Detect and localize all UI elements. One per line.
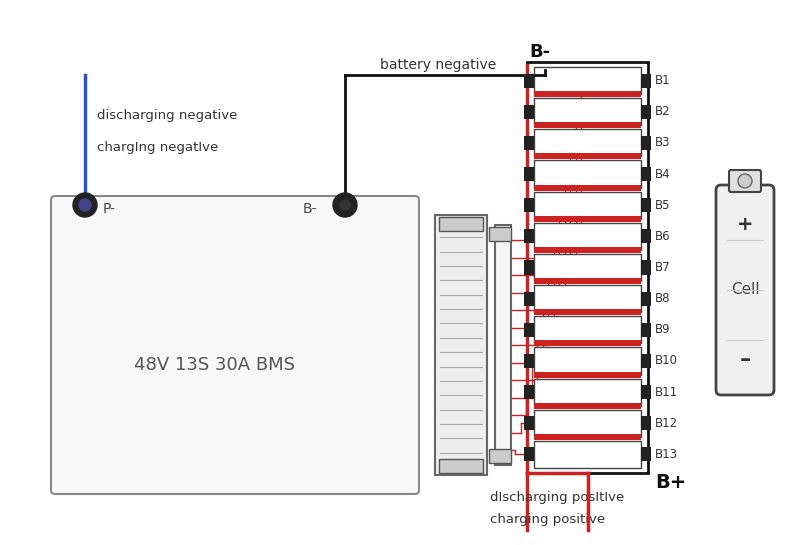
Bar bbox=[641, 385, 651, 399]
Bar bbox=[534, 403, 641, 409]
Bar bbox=[641, 229, 651, 244]
Text: discharging negative: discharging negative bbox=[97, 108, 238, 122]
Bar bbox=[534, 434, 641, 440]
Bar bbox=[439, 217, 483, 231]
Bar bbox=[641, 105, 651, 119]
Text: B-: B- bbox=[302, 202, 317, 216]
Text: B4: B4 bbox=[655, 167, 670, 180]
Bar bbox=[534, 341, 641, 347]
Bar bbox=[534, 216, 641, 222]
Bar bbox=[534, 278, 641, 284]
Bar bbox=[524, 323, 534, 337]
Bar bbox=[641, 167, 651, 181]
Text: B5: B5 bbox=[655, 199, 670, 211]
Text: 48V 13S 30A BMS: 48V 13S 30A BMS bbox=[134, 356, 295, 374]
Bar bbox=[534, 91, 641, 97]
Bar bbox=[524, 74, 534, 88]
FancyBboxPatch shape bbox=[729, 170, 761, 192]
Text: charging positive: charging positive bbox=[490, 513, 605, 526]
Bar bbox=[524, 229, 534, 244]
Text: chargIng negatIve: chargIng negatIve bbox=[97, 142, 218, 154]
Bar bbox=[495, 225, 511, 465]
Bar bbox=[534, 98, 641, 125]
Bar bbox=[534, 154, 641, 160]
Bar bbox=[534, 67, 641, 94]
Bar bbox=[641, 292, 651, 306]
Circle shape bbox=[340, 200, 350, 210]
Bar bbox=[527, 62, 648, 473]
Bar bbox=[524, 136, 534, 150]
Text: B13: B13 bbox=[655, 448, 678, 461]
Bar bbox=[489, 227, 511, 241]
Text: P-: P- bbox=[103, 202, 116, 216]
Text: B9: B9 bbox=[655, 323, 670, 336]
Text: B+: B+ bbox=[655, 473, 686, 492]
Text: dIscharging posItIve: dIscharging posItIve bbox=[490, 490, 624, 504]
Bar bbox=[641, 354, 651, 368]
Bar bbox=[641, 447, 651, 462]
Bar bbox=[524, 105, 534, 119]
Bar bbox=[641, 416, 651, 431]
Bar bbox=[534, 285, 641, 312]
Circle shape bbox=[79, 199, 91, 211]
Text: battery negative: battery negative bbox=[380, 58, 496, 72]
Bar bbox=[439, 459, 483, 473]
FancyBboxPatch shape bbox=[51, 196, 419, 494]
Text: +: + bbox=[737, 215, 754, 234]
Bar bbox=[524, 354, 534, 368]
Bar bbox=[534, 247, 641, 253]
Bar bbox=[534, 441, 641, 468]
Bar bbox=[534, 410, 641, 437]
Bar bbox=[534, 316, 641, 343]
Text: B7: B7 bbox=[655, 261, 670, 274]
Bar bbox=[534, 372, 641, 378]
Bar bbox=[534, 122, 641, 128]
Circle shape bbox=[73, 193, 97, 217]
Bar bbox=[534, 192, 641, 219]
Bar bbox=[524, 447, 534, 462]
Bar bbox=[534, 254, 641, 281]
Bar bbox=[524, 198, 534, 212]
Text: B8: B8 bbox=[655, 292, 670, 305]
Bar bbox=[641, 261, 651, 275]
Text: B-: B- bbox=[530, 43, 550, 61]
Text: –: – bbox=[739, 350, 750, 370]
Bar bbox=[534, 309, 641, 315]
Bar bbox=[524, 292, 534, 306]
Bar bbox=[534, 223, 641, 250]
FancyBboxPatch shape bbox=[716, 185, 774, 395]
Text: B12: B12 bbox=[655, 417, 678, 430]
Circle shape bbox=[738, 174, 752, 188]
Bar bbox=[534, 379, 641, 405]
Bar bbox=[534, 185, 641, 191]
Text: B10: B10 bbox=[655, 354, 678, 367]
Bar bbox=[641, 74, 651, 88]
Bar bbox=[534, 347, 641, 374]
Bar bbox=[534, 129, 641, 156]
Circle shape bbox=[333, 193, 357, 217]
Text: B1: B1 bbox=[655, 74, 670, 87]
Bar bbox=[524, 385, 534, 399]
Text: Cell: Cell bbox=[730, 282, 759, 298]
Bar bbox=[641, 323, 651, 337]
Text: B6: B6 bbox=[655, 230, 670, 243]
Bar bbox=[435, 215, 487, 475]
Text: B11: B11 bbox=[655, 386, 678, 398]
Bar bbox=[524, 416, 534, 431]
Bar bbox=[524, 167, 534, 181]
Bar bbox=[489, 449, 511, 463]
Bar bbox=[641, 136, 651, 150]
Bar bbox=[524, 261, 534, 275]
Bar bbox=[641, 198, 651, 212]
Bar bbox=[534, 160, 641, 187]
Text: B2: B2 bbox=[655, 105, 670, 118]
Text: B3: B3 bbox=[655, 136, 670, 149]
